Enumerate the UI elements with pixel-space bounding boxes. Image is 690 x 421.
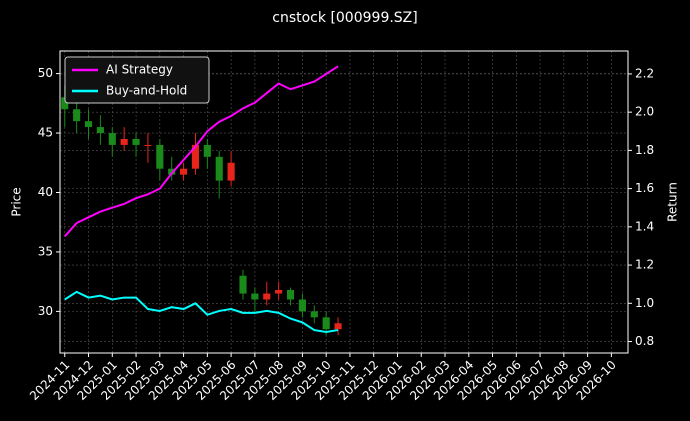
candle-body <box>334 323 342 330</box>
legend-label: Buy-and-Hold <box>106 84 187 98</box>
candle-body <box>96 127 104 134</box>
candle-body <box>73 109 81 122</box>
candle-body <box>61 97 69 110</box>
candle-body <box>227 162 235 181</box>
candle-body <box>239 275 247 294</box>
y-tick-label: 35 <box>38 244 53 258</box>
y2-tick-label: 1.6 <box>635 181 654 195</box>
y-tick-label: 40 <box>38 185 53 199</box>
candle-body <box>298 299 306 312</box>
candle-body <box>215 156 223 181</box>
y-tick-label: 30 <box>38 304 53 318</box>
candle-body <box>310 311 318 318</box>
candle-body <box>120 138 128 145</box>
y-tick-label: 50 <box>38 66 53 80</box>
candle-body <box>322 317 330 330</box>
candle-body <box>108 133 116 145</box>
candle-body <box>144 144 152 146</box>
legend-box <box>64 56 210 104</box>
y2-tick-label: 0.8 <box>635 334 654 348</box>
candle-body <box>286 289 295 300</box>
y2-tick-label: 2.2 <box>635 66 654 80</box>
chart-title: cnstock [000999.SZ] <box>272 10 417 26</box>
y2-axis-label: Return <box>666 182 680 222</box>
candle-body <box>132 138 140 145</box>
y2-tick-label: 1.0 <box>635 296 654 310</box>
candle-body <box>251 293 259 300</box>
y2-tick-label: 1.4 <box>635 219 654 233</box>
y2-tick-label: 1.8 <box>635 143 654 157</box>
candle-body <box>263 293 271 300</box>
candle-body <box>180 168 188 175</box>
candle-body <box>191 144 200 169</box>
line-series <box>64 290 339 333</box>
legend-label: AI Strategy <box>106 63 173 77</box>
candle-body <box>156 144 164 169</box>
candle-body <box>275 289 283 294</box>
candle-body <box>203 144 211 157</box>
y-tick-label: 45 <box>38 126 53 140</box>
y-axis-label: Price <box>10 187 24 216</box>
y2-tick-label: 1.2 <box>635 258 654 272</box>
candle-body <box>168 168 176 175</box>
candle-body <box>84 121 93 128</box>
y2-tick-label: 2.0 <box>635 105 654 119</box>
plot-frame <box>59 50 629 354</box>
line-series <box>64 65 339 238</box>
